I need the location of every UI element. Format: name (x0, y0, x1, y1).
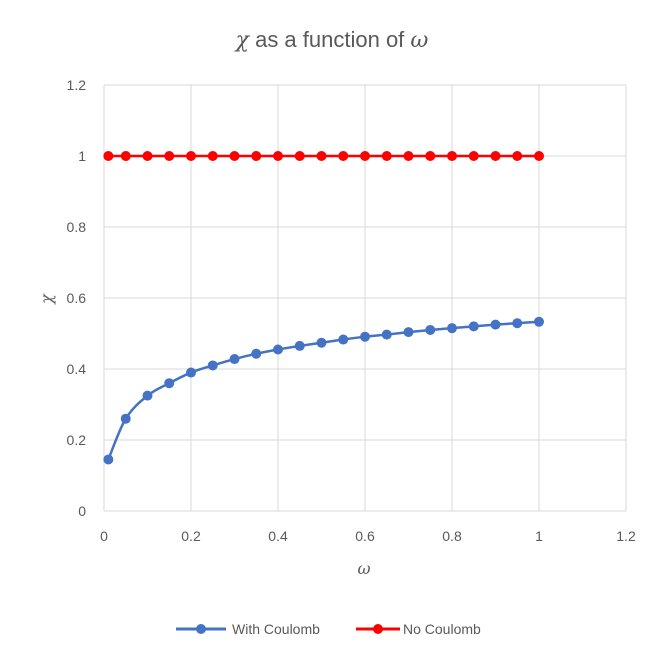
data-point-with-coulomb (360, 331, 370, 342)
data-point-with-coulomb (316, 337, 327, 348)
x-tick-label: 0.4 (268, 528, 288, 544)
y-tick-label: 0.6 (67, 290, 87, 306)
data-point-no-coulomb (447, 151, 457, 161)
legend-marker-with-coulomb (196, 624, 206, 634)
data-point-with-coulomb (103, 454, 114, 465)
data-point-no-coulomb (164, 151, 175, 161)
data-point-with-coulomb (273, 344, 283, 355)
chart-title-text: as a function of (249, 27, 410, 52)
data-point-no-coulomb (142, 151, 153, 161)
data-point-no-coulomb (229, 151, 240, 161)
data-point-no-coulomb (360, 151, 370, 161)
legend-marker-no-coulomb (373, 624, 383, 634)
data-point-with-coulomb (207, 360, 218, 371)
data-point-with-coulomb (534, 316, 544, 327)
data-point-no-coulomb (468, 151, 479, 161)
plot-series (103, 151, 544, 465)
data-point-with-coulomb (338, 334, 349, 345)
x-tick-label: 0 (100, 528, 108, 544)
data-point-with-coulomb (164, 378, 175, 389)
data-point-no-coulomb (186, 151, 196, 161)
legend-item-with-coulomb: With Coulomb (176, 621, 320, 637)
data-point-no-coulomb (534, 151, 544, 161)
data-point-with-coulomb (251, 348, 262, 359)
legend-item-no-coulomb: No Coulomb (356, 621, 481, 637)
data-point-with-coulomb (229, 354, 240, 365)
data-point-no-coulomb (425, 151, 436, 161)
data-point-no-coulomb (490, 151, 501, 161)
legend-label-no-coulomb: No Coulomb (403, 621, 481, 637)
data-point-no-coulomb (103, 151, 114, 161)
data-point-with-coulomb (381, 329, 392, 340)
data-point-no-coulomb (273, 151, 283, 161)
y-axis-title: χ (37, 293, 56, 305)
y-tick-label: 1 (78, 148, 86, 164)
data-point-with-coulomb (490, 319, 501, 330)
data-point-with-coulomb (425, 324, 436, 335)
chart-title: χ as a function of ω (234, 27, 429, 53)
data-point-no-coulomb (294, 151, 305, 161)
chart-title-symbol-a: χ (234, 28, 251, 53)
tick-labels: 0 0.2 0.4 0.6 0.8 1 1.2 0 0.2 0.4 0.6 0.8 1 1.2 (67, 77, 636, 544)
data-point-with-coulomb (512, 318, 523, 329)
data-point-no-coulomb (512, 151, 523, 161)
data-point-with-coulomb (120, 413, 131, 424)
data-point-no-coulomb (120, 151, 131, 161)
x-tick-label: 1.2 (616, 528, 636, 544)
y-tick-label: 0.4 (67, 361, 87, 377)
data-point-with-coulomb (447, 323, 457, 334)
data-point-no-coulomb (207, 151, 218, 161)
data-point-with-coulomb (142, 390, 153, 401)
data-point-with-coulomb (186, 367, 196, 378)
x-tick-label: 0.8 (442, 528, 462, 544)
legend-label-with-coulomb: With Coulomb (232, 621, 320, 637)
chart-title-symbol-b: ω (410, 28, 428, 53)
y-tick-label: 0.8 (67, 219, 87, 235)
legend: With Coulomb No Coulomb (176, 621, 481, 637)
x-axis-title: ω (357, 559, 370, 578)
y-tick-label: 1.2 (67, 77, 87, 93)
data-point-no-coulomb (251, 151, 262, 161)
x-tick-label: 1 (535, 528, 543, 544)
gridlines (103, 84, 627, 512)
data-point-no-coulomb (403, 151, 414, 161)
y-tick-label: 0 (78, 503, 86, 519)
x-tick-label: 0.6 (355, 528, 375, 544)
x-tick-label: 0.2 (181, 528, 201, 544)
data-point-no-coulomb (316, 151, 327, 161)
data-point-with-coulomb (294, 340, 305, 351)
data-point-with-coulomb (403, 327, 414, 338)
data-point-no-coulomb (338, 151, 349, 161)
data-point-no-coulomb (381, 151, 392, 161)
data-point-with-coulomb (468, 321, 479, 332)
series-with-coulomb (103, 316, 544, 465)
y-tick-label: 0.2 (67, 432, 87, 448)
series-no-coulomb (103, 151, 544, 161)
